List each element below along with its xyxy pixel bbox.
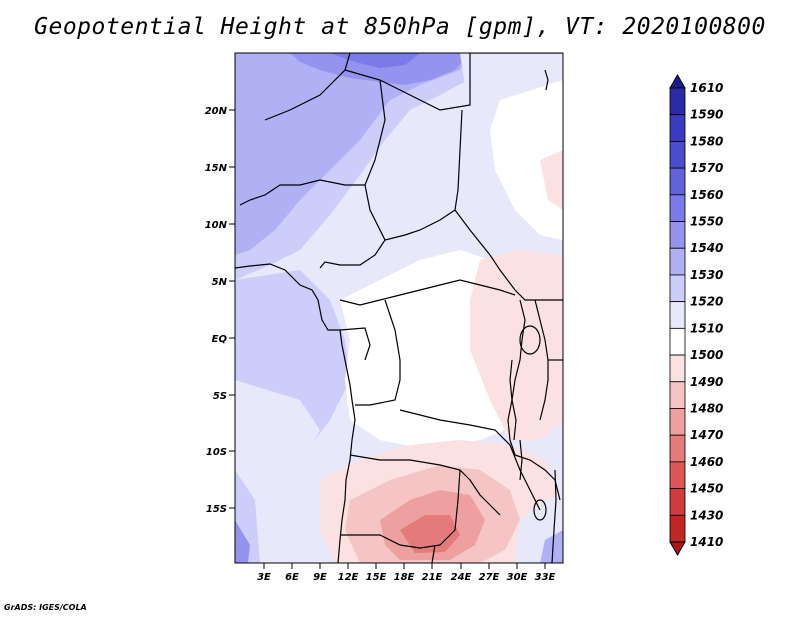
- lat-label: 15N: [205, 163, 228, 174]
- colorbar-label: 1530: [690, 268, 723, 282]
- colorbar-segment: [669, 408, 686, 436]
- colorbar-segment: [669, 221, 686, 249]
- colorbar-label: 1490: [690, 375, 723, 389]
- colorbar-segment: [669, 381, 686, 409]
- colorbar-segment: [669, 247, 686, 276]
- colorbar-segment: [669, 327, 686, 356]
- colorbar-top-arrow: [669, 73, 686, 89]
- height-field: [235, 53, 563, 563]
- lon-label: 33E: [535, 572, 556, 583]
- lon-axis: 3E 6E 9E 12E 15E 18E 21E 24E 27E 30E 33E: [257, 563, 556, 583]
- lon-label: 24E: [451, 572, 472, 583]
- colorbar-label: 1410: [690, 535, 723, 549]
- colorbar-label: 1430: [690, 508, 723, 522]
- lon-label: 15E: [366, 572, 387, 583]
- colorbar-label: 1540: [690, 241, 723, 255]
- lat-label: 20N: [205, 106, 228, 117]
- colorbar-segment: [669, 87, 686, 116]
- lon-label: 12E: [338, 572, 359, 583]
- colorbar-bottom-arrow: [669, 541, 686, 557]
- colorbar-label: 1500: [690, 348, 723, 362]
- map-title: Geopotential Height at 850hPa [gpm], VT:…: [34, 14, 766, 40]
- lat-label: 10S: [206, 447, 227, 458]
- colorbar-label: 1560: [690, 188, 723, 202]
- colorbar-segment: [669, 274, 686, 303]
- lon-label: 27E: [479, 572, 500, 583]
- colorbar-segment: [669, 434, 686, 463]
- colorbar-label: 1520: [690, 295, 723, 309]
- colorbar-label: 1550: [690, 215, 723, 229]
- lon-label: 18E: [394, 572, 415, 583]
- colorbar-segment: [669, 167, 686, 196]
- colorbar-label: 1480: [690, 401, 723, 415]
- colorbar-segment: [669, 514, 686, 543]
- colorbar-segment: [669, 194, 686, 222]
- lon-label: 3E: [257, 572, 271, 583]
- colorbar-label: 1590: [690, 108, 723, 122]
- colorbar: 1610 1590 1580 1570 1560 1550 1540 1530 1520 1510…: [669, 73, 723, 557]
- colorbar-segment: [669, 488, 686, 516]
- colorbar-label: 1580: [690, 134, 723, 148]
- lat-label: 5N: [212, 277, 228, 288]
- lon-label: 21E: [422, 572, 443, 583]
- colorbar-label: 1450: [690, 482, 723, 496]
- colorbar-label: 1510: [690, 321, 723, 335]
- lon-label: 9E: [313, 572, 327, 583]
- colorbar-segment: [669, 141, 686, 169]
- lat-label: EQ: [212, 334, 228, 345]
- colorbar-segment: [669, 301, 686, 329]
- map-frame: [234, 52, 564, 564]
- lat-label: 10N: [205, 220, 228, 231]
- colorbar-label: 1460: [690, 455, 723, 469]
- lat-axis: 20N 15N 10N 5N EQ 5S 10S 15S: [205, 106, 235, 515]
- footer-credit: GrADS: IGES/COLA: [4, 603, 87, 612]
- country-borders: [235, 53, 563, 563]
- colorbar-segment: [669, 114, 686, 142]
- colorbar-label: 1610: [690, 81, 723, 95]
- lon-label: 6E: [285, 572, 299, 583]
- colorbar-segment: [669, 461, 686, 489]
- lakes: [509, 69, 549, 521]
- lat-label: 15S: [206, 504, 227, 515]
- colorbar-segment: [669, 354, 686, 383]
- colorbar-label: 1570: [690, 161, 723, 175]
- lat-label: 5S: [213, 391, 227, 402]
- colorbar-label: 1470: [690, 428, 723, 442]
- lon-label: 30E: [507, 572, 528, 583]
